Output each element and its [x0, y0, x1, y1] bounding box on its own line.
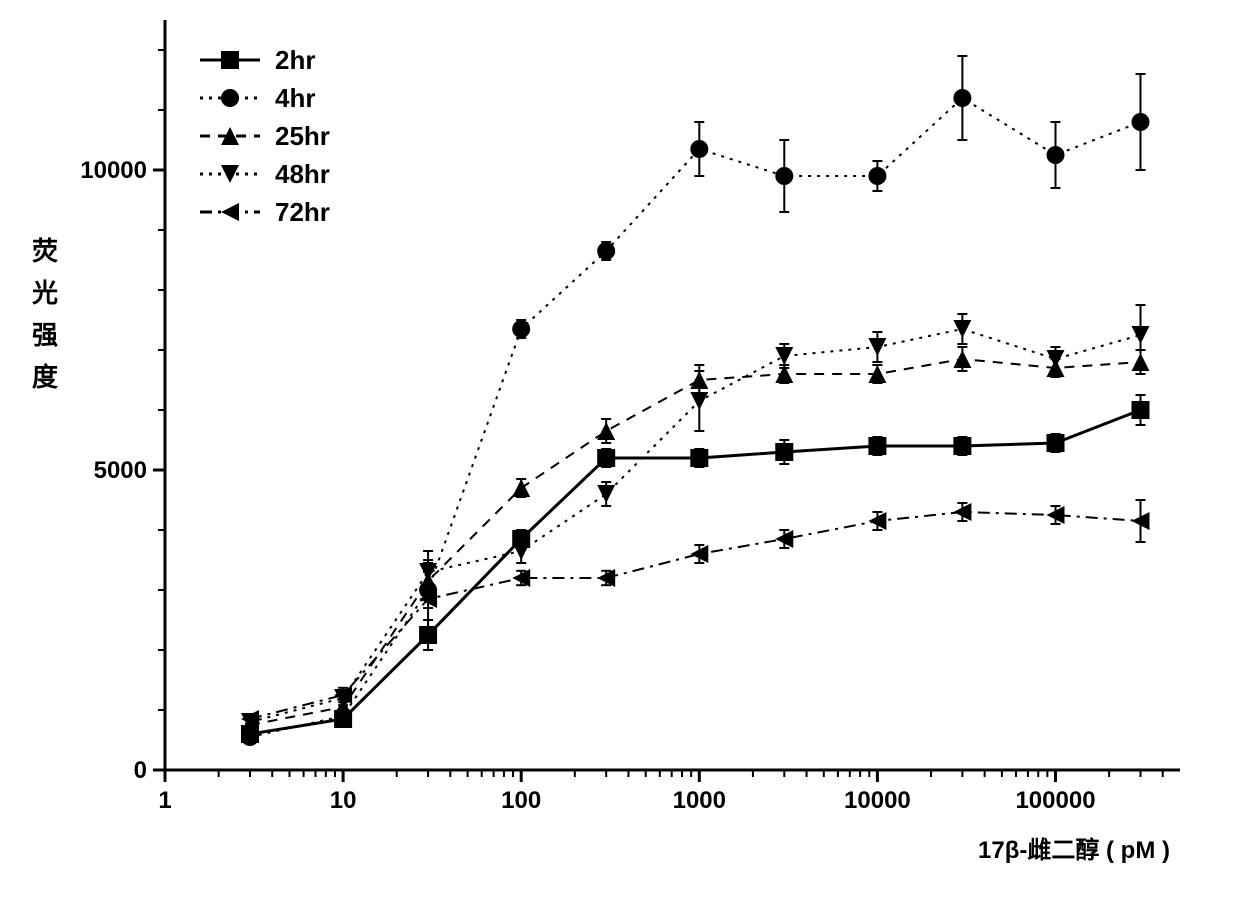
- y-label-char: 光: [31, 278, 58, 308]
- legend-label: 4hr: [275, 83, 315, 113]
- y-tick-label: 10000: [80, 157, 147, 184]
- series-2hr: [241, 395, 1150, 743]
- circle-marker: [512, 320, 530, 338]
- triangle-up-marker: [953, 350, 971, 368]
- circle-marker: [775, 167, 793, 185]
- circle-marker: [1047, 146, 1065, 164]
- x-tick-label: 100000: [1015, 787, 1095, 814]
- x-tick-label: 10: [330, 787, 357, 814]
- x-tick-label: 1000: [673, 787, 726, 814]
- square-marker: [1131, 401, 1149, 419]
- circle-marker: [597, 242, 615, 260]
- series-line: [250, 512, 1141, 719]
- x-tick-label: 1: [158, 787, 171, 814]
- circle-marker: [868, 167, 886, 185]
- legend-item: 48hr: [200, 159, 330, 189]
- triangle-up-marker: [512, 479, 530, 497]
- square-marker: [953, 437, 971, 455]
- circle-marker: [221, 89, 239, 107]
- y-axis-label: 荧光强度: [31, 236, 58, 392]
- y-tick-label: 5000: [94, 457, 147, 484]
- x-axis-label: 17β-雌二醇 ( pM ): [978, 836, 1170, 864]
- square-marker: [690, 449, 708, 467]
- triangle-down-marker: [1047, 350, 1065, 368]
- legend-label: 72hr: [275, 197, 330, 227]
- series-group: [241, 56, 1150, 746]
- legend: 2hr 4hr 25hr 48hr 72hr: [200, 45, 330, 227]
- legend-label: 25hr: [275, 121, 330, 151]
- square-marker: [221, 51, 239, 69]
- series-25hr: [241, 347, 1150, 734]
- y-label-char: 度: [32, 362, 58, 392]
- square-marker: [868, 437, 886, 455]
- y-label-char: 荧: [32, 236, 58, 266]
- square-marker: [775, 443, 793, 461]
- chart-container: 0 5000 10000 1 10 100 1000 10000 100000 17β-雌二醇 (…: [0, 0, 1240, 897]
- y-label-char: 强: [32, 320, 58, 350]
- triangle-down-marker: [512, 542, 530, 560]
- legend-item: 25hr: [200, 121, 330, 151]
- legend-item: 2hr: [200, 45, 315, 75]
- circle-marker: [953, 89, 971, 107]
- series-72hr: [241, 500, 1150, 728]
- legend-label: 48hr: [275, 159, 330, 189]
- y-tick-label: 0: [134, 757, 147, 784]
- circle-marker: [690, 140, 708, 158]
- x-tick-label: 100: [501, 787, 541, 814]
- triangle-down-marker: [953, 320, 971, 338]
- legend-item: 72hr: [200, 197, 330, 227]
- triangle-down-marker: [775, 347, 793, 365]
- triangle-down-marker: [597, 485, 615, 503]
- legend-item: 4hr: [200, 83, 315, 113]
- circle-marker: [1131, 113, 1149, 131]
- triangle-down-marker: [1131, 326, 1149, 344]
- chart-svg: 0 5000 10000 1 10 100 1000 10000 100000 17β-雌二醇 (…: [0, 0, 1240, 897]
- triangle-left-marker: [221, 203, 239, 221]
- legend-label: 2hr: [275, 45, 315, 75]
- x-tick-label: 10000: [844, 787, 911, 814]
- triangle-up-marker: [597, 422, 615, 440]
- triangle-down-marker: [868, 338, 886, 356]
- square-marker: [1047, 434, 1065, 452]
- square-marker: [597, 449, 615, 467]
- series-line: [250, 98, 1141, 737]
- series-line: [250, 359, 1141, 725]
